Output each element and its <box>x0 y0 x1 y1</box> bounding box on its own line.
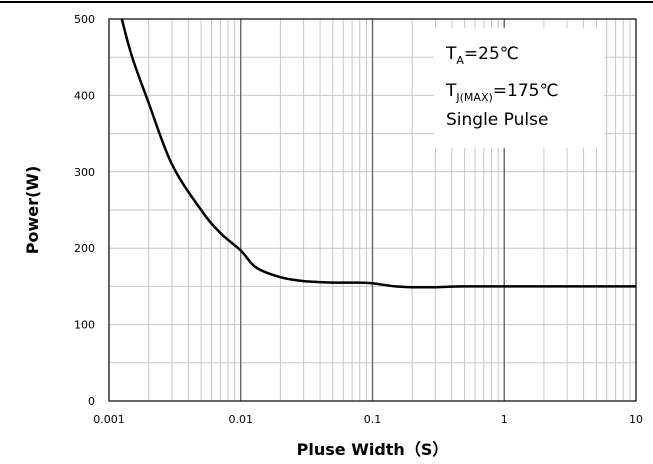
annotation-tj-rest: =175℃ <box>493 81 559 101</box>
power-curve <box>120 18 636 289</box>
x-axis-title: Pluse Width（S） <box>297 440 449 459</box>
x-tick-labels: 0.001 0.01 0.1 1 10 <box>93 413 643 426</box>
y-tick-label: 400 <box>74 89 95 102</box>
y-tick-label: 300 <box>74 166 95 179</box>
y-tick-label: 100 <box>74 319 95 332</box>
annotation-tj-main: T <box>445 81 457 101</box>
annotation-ta-rest: =25℃ <box>464 44 519 64</box>
annotation-tj: TJ(MAX)=175℃ <box>445 81 559 104</box>
x-tick-label: 10 <box>629 413 643 426</box>
x-tick-label: 0.01 <box>229 413 254 426</box>
annotation-ta-sub: A <box>456 54 464 67</box>
minor-grid <box>109 19 636 401</box>
y-tick-label: 0 <box>88 395 95 408</box>
annotation-tj-sub: J(MAX) <box>455 91 492 104</box>
x-tick-label: 0.1 <box>364 413 382 426</box>
y-tick-label: 200 <box>74 242 95 255</box>
x-tick-label: 0.001 <box>93 413 125 426</box>
annotation-box: TA=25℃ TJ(MAX)=175℃ Single Pulse <box>434 28 604 148</box>
x-tick-label: 1 <box>501 413 508 426</box>
y-tick-labels: 0 100 200 300 400 500 <box>74 13 95 408</box>
annotation-ta-main: T <box>445 44 457 64</box>
plot-frame <box>108 18 637 402</box>
annotation-background <box>434 28 604 148</box>
y-axis-title: Power(W) <box>23 166 42 255</box>
annotation-ta: TA=25℃ <box>445 44 519 67</box>
y-tick-label: 500 <box>74 13 95 26</box>
annotation-single-pulse: Single Pulse <box>446 110 548 130</box>
